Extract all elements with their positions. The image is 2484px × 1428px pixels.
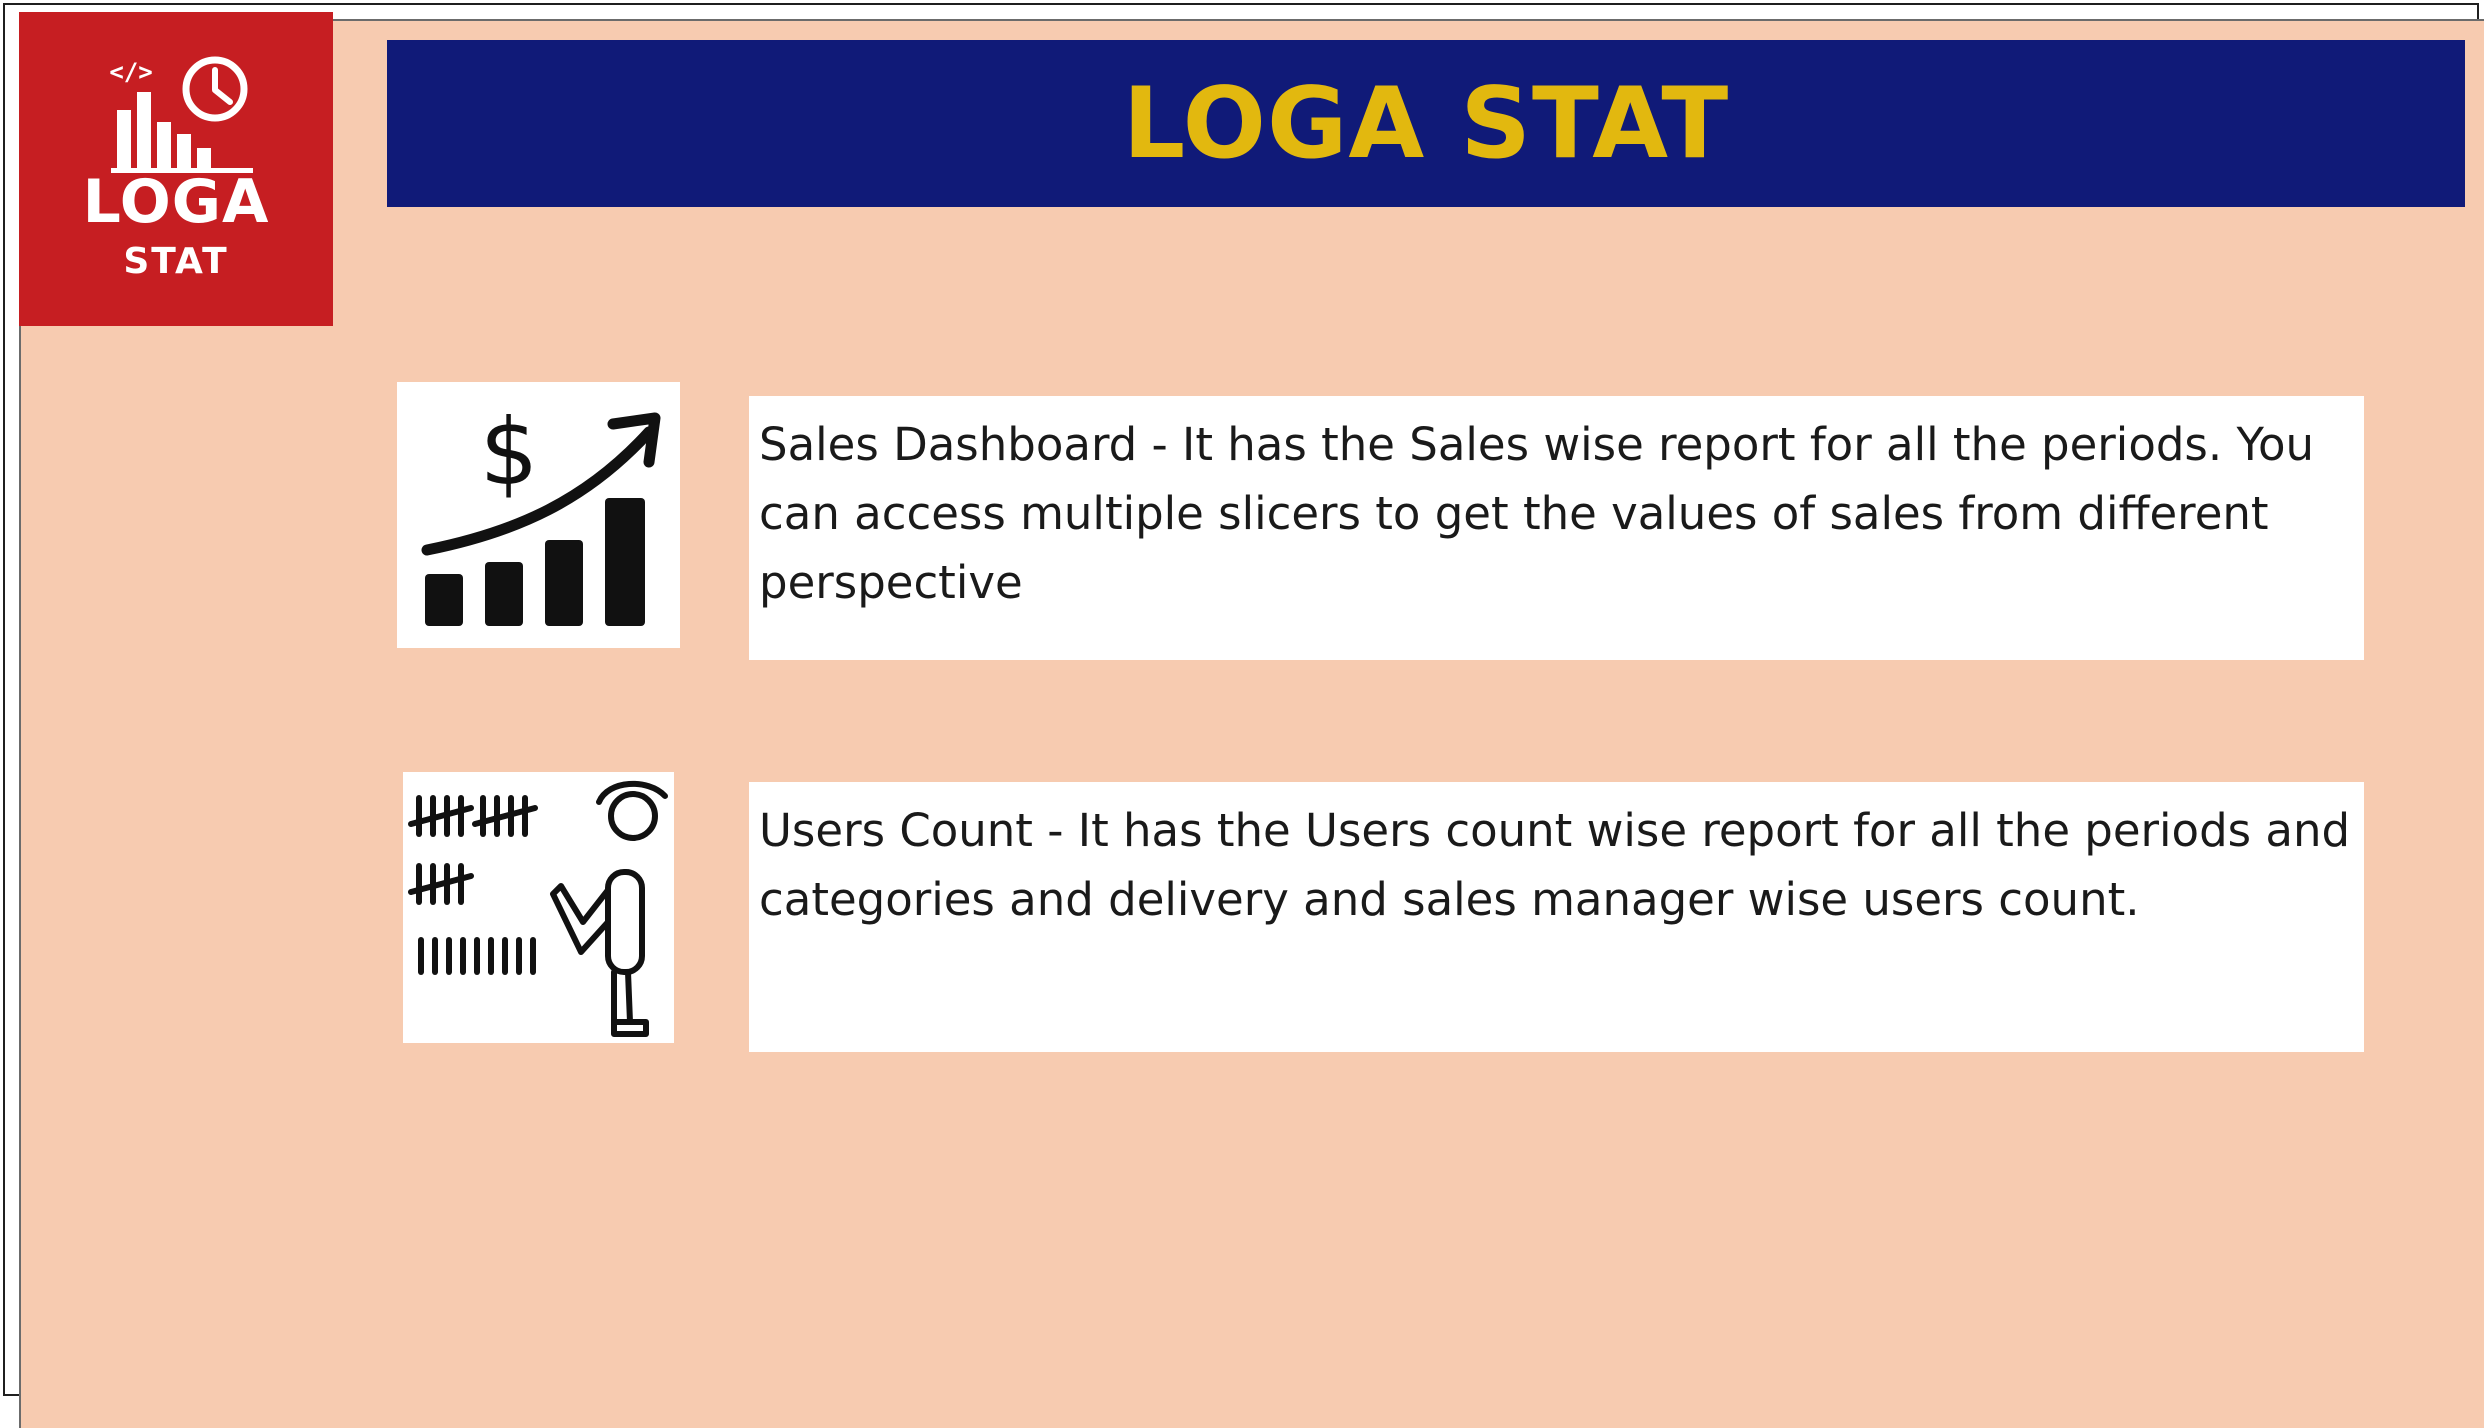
logo-text-loga: LOGA — [82, 167, 270, 237]
sales-growth-icon[interactable]: $ — [397, 382, 680, 648]
logo-text-stat: STAT — [123, 241, 229, 282]
header-banner: LOGA STAT — [387, 40, 2465, 207]
tally-counting-person-icon[interactable] — [403, 772, 674, 1043]
code-glyph: </> — [109, 58, 152, 86]
sales-dashboard-description: Sales Dashboard - It has the Sales wise … — [749, 396, 2364, 660]
report-canvas — [19, 19, 2484, 1428]
logo: </> LOGA STAT — [19, 12, 333, 326]
dollar-icon: $ — [480, 399, 539, 506]
page-title: LOGA STAT — [1122, 66, 1730, 181]
users-count-description: Users Count - It has the Users count wis… — [749, 782, 2364, 1052]
bar-chart-clock-icon: </> — [109, 56, 253, 173]
